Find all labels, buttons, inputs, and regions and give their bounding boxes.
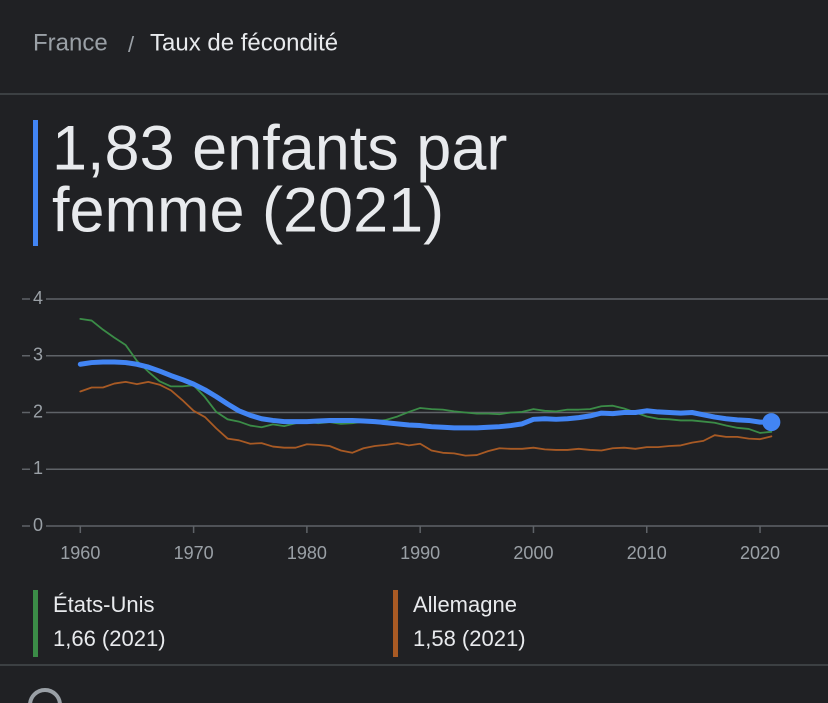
x-tick-label: 1990	[400, 543, 440, 563]
legend-swatch	[33, 590, 38, 657]
line	[79, 380, 773, 457]
globe-icon	[28, 688, 62, 703]
line	[77, 359, 774, 431]
grid: 0 1 2 3 4 1960 1970 1980 1990 2000 2010 2020	[22, 288, 828, 563]
y-tick-label: 1	[33, 458, 43, 478]
legend-value: 1,66 (2021)	[53, 626, 166, 651]
breadcrumb-parent[interactable]: France	[33, 29, 108, 56]
legend-name: Allemagne	[413, 592, 517, 617]
breadcrumb-current: Taux de fécondité	[150, 29, 338, 56]
y-tick-label: 0	[33, 515, 43, 535]
headline-line: 1,83 enfants par	[52, 114, 507, 184]
legend: États-Unis 1,66 (2021) Allemagne 1,58 (2021…	[33, 590, 526, 657]
end-point	[762, 413, 781, 432]
x-tick-label: 2010	[627, 543, 667, 563]
headline-line: femme (2021)	[52, 176, 444, 246]
legend-name: États-Unis	[53, 592, 154, 617]
x-tick-label: 1980	[287, 543, 327, 563]
x-tick-label: 2000	[513, 543, 553, 563]
legend-value: 1,58 (2021)	[413, 626, 526, 651]
x-tick-label: 1960	[60, 543, 100, 563]
y-tick-label: 4	[33, 288, 43, 308]
y-tick-label: 3	[33, 345, 43, 365]
headline-accent	[33, 120, 38, 246]
y-tick-label: 2	[33, 401, 43, 421]
plot	[77, 317, 781, 457]
breadcrumb-separator: /	[128, 32, 135, 57]
x-tick-label: 1970	[174, 543, 214, 563]
legend-swatch	[393, 590, 398, 657]
x-tick-label: 2020	[740, 543, 780, 563]
